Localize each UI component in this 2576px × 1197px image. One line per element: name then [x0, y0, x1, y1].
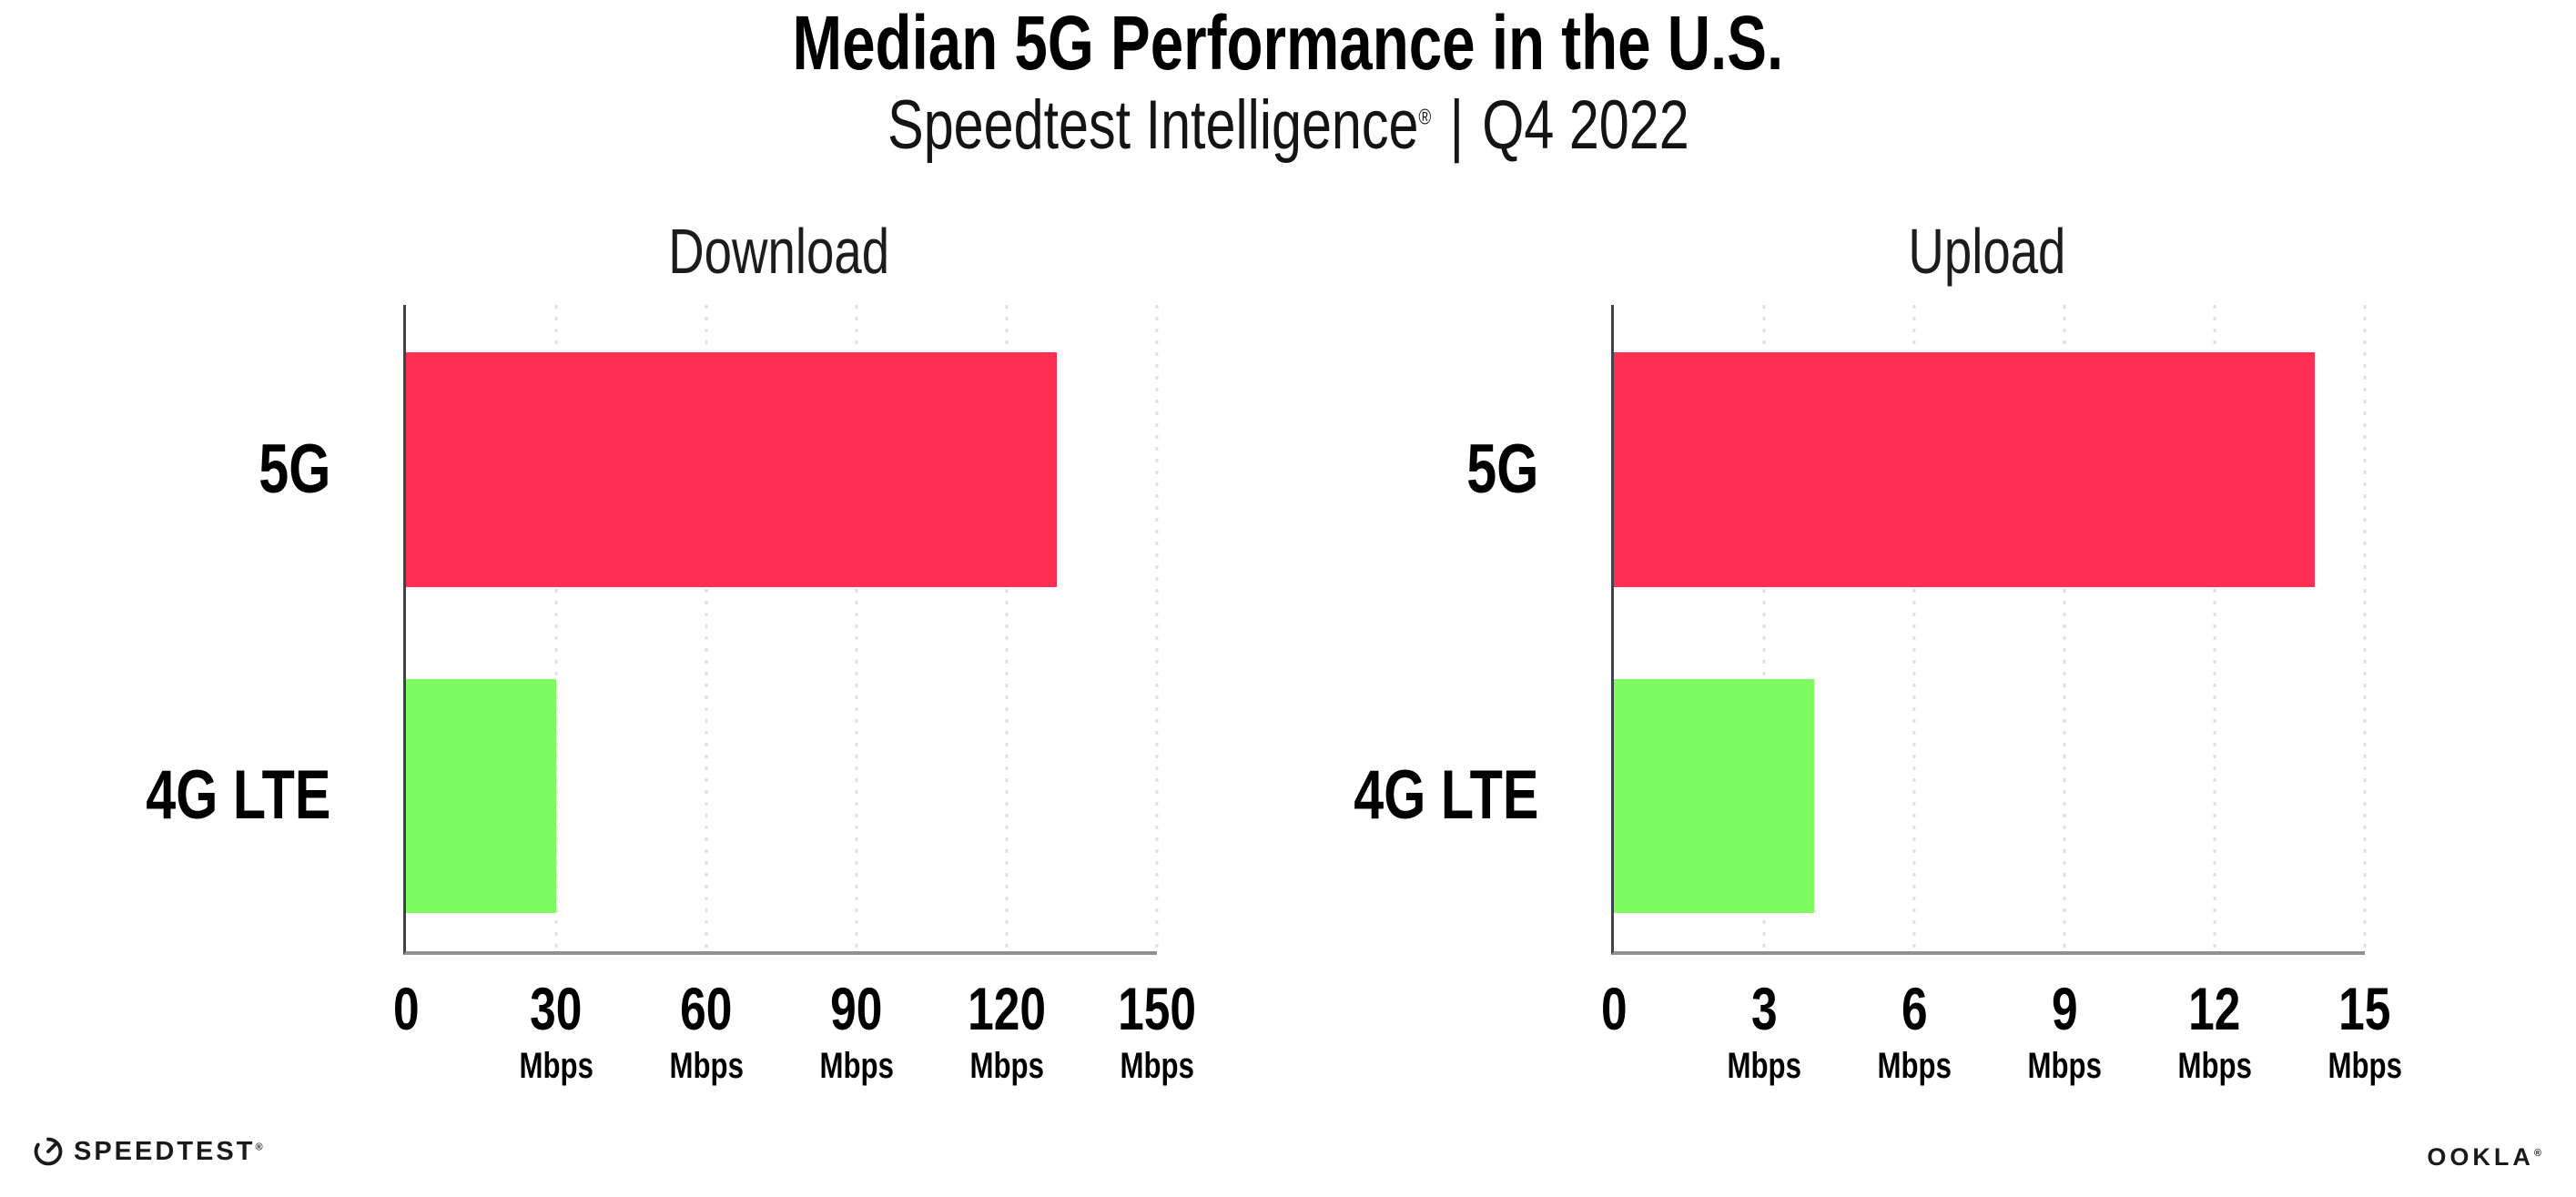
gridline: [855, 305, 858, 951]
gridline: [2213, 305, 2216, 951]
gridline: [2063, 305, 2066, 951]
speedtest-wordmark: SPEEDTEST®: [74, 1136, 263, 1166]
x-tick-150: 150 Mbps: [1118, 975, 1196, 1086]
category-label-4g-lte: 4G LTE: [1353, 756, 1538, 834]
upload-plot-area: 0 3 Mbps 6 Mbps 9 Mbps 12 Mbps: [1601, 305, 2402, 1084]
gridline: [1155, 305, 1159, 951]
page-title-text: Median 5G Performance in the U.S.: [792, 0, 1784, 86]
download-5g-bar: [406, 352, 1057, 587]
download-chart: Download 5G 4G LTE 0 30 Mbps: [0, 0, 1293, 1138]
x-tick-12: 12 Mbps: [2177, 975, 2252, 1086]
subtitle-period: Q4 2022: [1481, 86, 1689, 164]
x-tick-0: 0: [392, 975, 420, 1042]
gridline: [1762, 305, 1766, 951]
category-label-5g: 5G: [1465, 431, 1538, 508]
registered-trademark-symbol: ®: [2533, 1148, 2541, 1159]
x-tick-60: 60 Mbps: [669, 975, 744, 1086]
upload-4g-lte-bar: [1614, 679, 1814, 913]
subtitle-brand: Speedtest Intelligence: [887, 86, 1419, 164]
upload-chart-title: Upload: [1907, 216, 2066, 287]
upload-chart: Upload 5G 4G LTE 0 3 Mbps: [1208, 0, 2500, 1138]
x-tick-120: 120 Mbps: [968, 975, 1046, 1086]
page-title: Median 5G Performance in the U.S.: [0, 2, 2576, 85]
x-tick-0: 0: [1600, 975, 1628, 1042]
gridline: [1912, 305, 1916, 951]
ookla-logo: OOKLA®: [2427, 1143, 2541, 1172]
speedtest-logo: SPEEDTEST®: [33, 1136, 263, 1167]
x-tick-6: 6 Mbps: [1877, 975, 1952, 1086]
x-axis-tick-labels: 0 30 Mbps 60 Mbps 90 Mbps 120 Mbps: [393, 975, 1196, 1133]
x-tick-9: 9 Mbps: [2027, 975, 2102, 1086]
gridline: [2363, 305, 2367, 951]
gridline: [554, 305, 558, 951]
download-chart-title: Download: [668, 216, 889, 287]
x-tick-30: 30 Mbps: [519, 975, 593, 1086]
category-label-4g-lte: 4G LTE: [145, 756, 330, 834]
gridline: [1005, 305, 1009, 951]
x-tick-3: 3 Mbps: [1727, 975, 1801, 1086]
category-label-5g: 5G: [258, 431, 330, 508]
x-axis-tick-labels: 0 3 Mbps 6 Mbps 9 Mbps 12 Mbps: [1601, 975, 2402, 1133]
gridline: [705, 305, 708, 951]
x-tick-15: 15 Mbps: [2328, 975, 2402, 1086]
speedtest-gauge-icon: [34, 1137, 63, 1166]
download-4g-lte-bar: [406, 679, 556, 913]
download-plot-area: 0 30 Mbps 60 Mbps 90 Mbps 120 Mbps: [393, 305, 1196, 1084]
subtitle-separator: |: [1449, 86, 1464, 164]
page-subtitle-text: Speedtest Intelligence® | Q4 2022: [887, 87, 1689, 164]
ookla-wordmark: OOKLA: [2427, 1143, 2534, 1171]
upload-5g-bar: [1614, 352, 2315, 587]
registered-trademark-symbol: ®: [1418, 105, 1431, 130]
registered-trademark-symbol: ®: [255, 1141, 263, 1152]
x-tick-90: 90 Mbps: [819, 975, 894, 1086]
page-subtitle: Speedtest Intelligence® | Q4 2022: [0, 87, 2576, 164]
